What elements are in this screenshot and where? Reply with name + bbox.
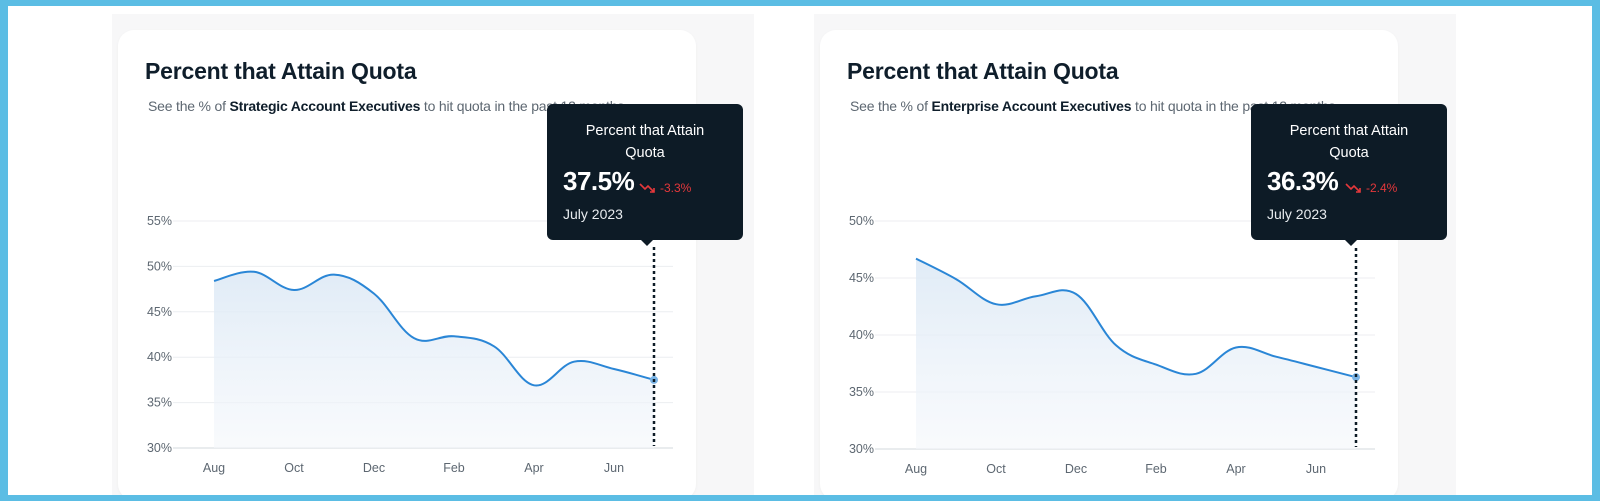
panel-right: Percent that Attain Quota See the % of E… xyxy=(814,14,1456,495)
trend-down-icon xyxy=(1345,183,1361,193)
series-line xyxy=(915,257,1357,379)
y-tick-label: 50% xyxy=(147,259,172,273)
x-tick-label: Dec xyxy=(1065,462,1087,476)
area-fill xyxy=(916,258,1356,449)
trend-down-icon xyxy=(639,183,655,193)
x-tick-label: Oct xyxy=(284,461,304,475)
y-tick-label: 45% xyxy=(147,305,172,319)
y-tick-label: 50% xyxy=(849,214,874,228)
y-tick-label: 45% xyxy=(849,271,874,285)
chart-card-enterprise: Percent that Attain Quota See the % of E… xyxy=(820,30,1398,495)
y-tick-label: 40% xyxy=(147,350,172,364)
x-tick-label: Apr xyxy=(524,461,543,475)
chart-tooltip: Percent that Attain Quota 37.5% -3.3% Ju… xyxy=(547,104,743,246)
tooltip-date: July 2023 xyxy=(563,206,623,222)
tooltip-change-value: -2.4% xyxy=(1366,181,1398,195)
tooltip-pointer xyxy=(1345,240,1357,246)
line-chart-strategic[interactable]: 30% 35% 40% 45% 50% 55% Aug Oct Dec Feb Apr Jun xyxy=(118,30,696,495)
x-tick-label: Aug xyxy=(905,462,927,476)
x-tick-label: Apr xyxy=(1226,462,1245,476)
tooltip-title: Percent that Attain Quota xyxy=(585,123,705,161)
subtitle-role: Enterprise Account Executives xyxy=(931,98,1132,114)
chart-tooltip: Percent that Attain Quota 36.3% -2.4% Ju… xyxy=(1251,104,1447,246)
x-tick-label: Feb xyxy=(1145,462,1167,476)
area-fill xyxy=(214,271,654,448)
tooltip-pointer xyxy=(641,240,653,246)
tooltip-title: Percent that Attain Quota xyxy=(1289,123,1409,161)
x-tick-label: Aug xyxy=(203,461,225,475)
x-tick-label: Jun xyxy=(1306,462,1326,476)
y-tick-label: 35% xyxy=(147,396,172,410)
y-tick-label: 40% xyxy=(849,328,874,342)
tooltip-value: 37.5% xyxy=(563,166,635,196)
chart-card-strategic: Percent that Attain Quota See the % of S… xyxy=(118,30,696,495)
line-chart-enterprise[interactable]: 30% 35% 40% 45% 50% Aug Oct Dec Feb Apr Jun xyxy=(820,30,1398,495)
tooltip-change: -3.3% xyxy=(639,181,691,195)
canvas: Percent that Attain Quota See the % of S… xyxy=(8,6,1592,495)
y-tick-label: 55% xyxy=(147,214,172,228)
data-point xyxy=(1352,373,1360,382)
x-tick-label: Jun xyxy=(604,461,624,475)
subtitle-role: Strategic Account Executives xyxy=(229,98,421,114)
subtitle-prefix: See the % of xyxy=(850,98,932,114)
subtitle-prefix: See the % of xyxy=(148,98,230,114)
tooltip-change-value: -3.3% xyxy=(660,181,692,195)
x-tick-label: Oct xyxy=(986,462,1006,476)
x-tick-label: Dec xyxy=(363,461,385,475)
x-tick-label: Feb xyxy=(443,461,465,475)
tooltip-change: -2.4% xyxy=(1345,181,1397,195)
y-tick-label: 30% xyxy=(849,442,874,456)
tooltip-value: 36.3% xyxy=(1267,166,1339,196)
chart-title: Percent that Attain Quota xyxy=(847,58,1119,84)
series-line xyxy=(213,270,655,387)
chart-title: Percent that Attain Quota xyxy=(145,58,417,84)
tooltip-date: July 2023 xyxy=(1267,206,1327,222)
y-tick-label: 30% xyxy=(147,441,172,455)
panel-left: Percent that Attain Quota See the % of S… xyxy=(112,14,754,495)
y-tick-label: 35% xyxy=(849,385,874,399)
